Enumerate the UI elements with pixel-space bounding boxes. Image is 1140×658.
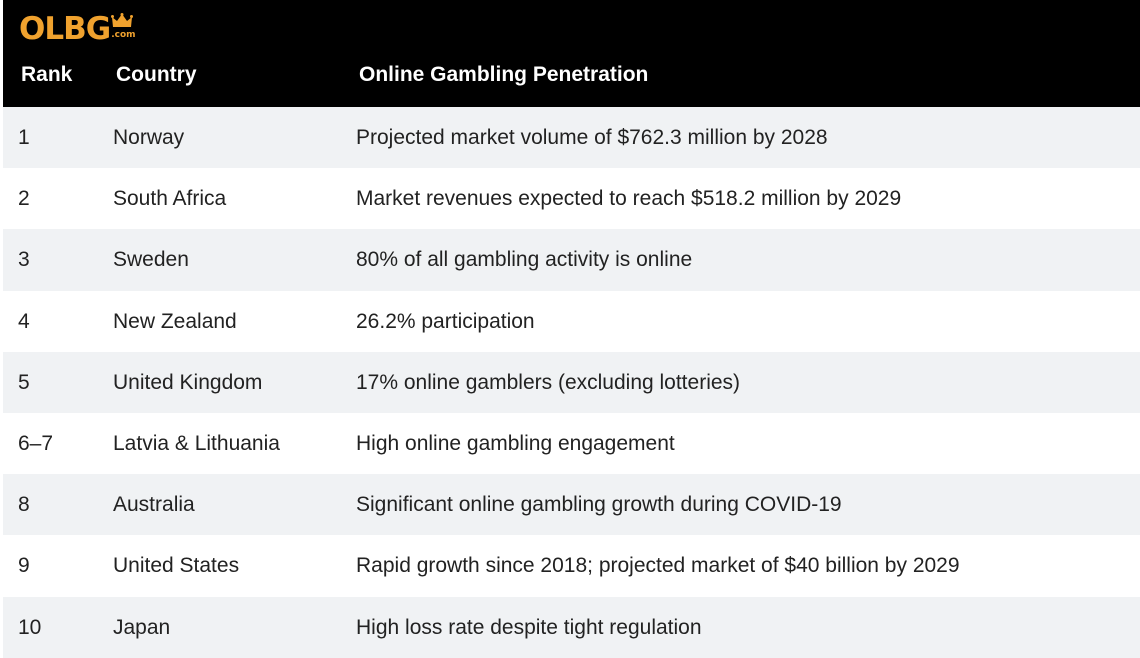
rank-cell: 1 <box>18 126 30 149</box>
table-row: 4 New Zealand 26.2% participation <box>3 290 1140 352</box>
country-cell: New Zealand <box>113 309 237 333</box>
rank-cell: 5 <box>18 370 30 394</box>
table-header: OLBG .com Rank Country Online Gambling P… <box>3 0 1140 107</box>
table-row: 5 United Kingdom 17% online gamblers (ex… <box>3 351 1140 413</box>
table-row: 3 Sweden 80% of all gambling activity is… <box>3 229 1140 291</box>
table-row: 6–7 Latvia & Lithuania High online gambl… <box>3 412 1140 475</box>
table-row: 8 Australia Significant online gambling … <box>3 474 1140 536</box>
penetration-cell: 17% online gamblers (excluding lotteries… <box>356 370 741 394</box>
table-row: 2 South Africa Market revenues expected … <box>3 168 1140 230</box>
country-cell: Australia <box>113 493 195 517</box>
table-row: 1 Norway Projected market volume of $762… <box>3 107 1140 169</box>
penetration-cell: High online gambling engagement <box>356 431 675 455</box>
rank-cell: 10 <box>18 615 42 639</box>
table-row: 9 United States Rapid growth since 2018;… <box>3 535 1140 597</box>
column-header-rank: Rank <box>21 63 73 86</box>
rank-cell: 3 <box>18 248 30 272</box>
country-cell: Norway <box>113 126 185 149</box>
column-header-penetration: Online Gambling Penetration <box>359 63 649 86</box>
penetration-cell: High loss rate despite tight regulation <box>356 615 702 639</box>
logo-mark: .com <box>111 11 136 47</box>
rank-cell: 4 <box>18 309 30 333</box>
rank-cell: 2 <box>18 187 30 211</box>
country-cell: Latvia & Lithuania <box>113 431 280 455</box>
penetration-cell: Market revenues expected to reach $518.2… <box>356 187 902 211</box>
country-cell: Sweden <box>113 248 189 272</box>
crown-icon <box>111 13 134 27</box>
logo-text: OLBG <box>19 11 111 47</box>
country-cell: Japan <box>113 615 171 639</box>
olbg-logo[interactable]: OLBG .com <box>19 11 136 47</box>
rank-cell: 8 <box>18 493 30 517</box>
table-row: 10 Japan High loss rate despite tight re… <box>3 596 1140 658</box>
country-cell: United Kingdom <box>113 370 263 394</box>
rank-cell: 6–7 <box>18 431 54 455</box>
rank-cell: 9 <box>18 554 30 578</box>
country-cell: United States <box>113 554 240 578</box>
penetration-cell: Projected market volume of $762.3 millio… <box>356 126 828 149</box>
penetration-cell: Significant online gambling growth durin… <box>356 493 842 517</box>
country-cell: South Africa <box>113 187 227 211</box>
table-body: 1 Norway Projected market volume of $762… <box>3 107 1140 658</box>
penetration-cell: 26.2% participation <box>356 309 535 333</box>
column-header-country: Country <box>116 63 197 86</box>
penetration-cell: Rapid growth since 2018; projected marke… <box>356 554 960 578</box>
penetration-cell: 80% of all gambling activity is online <box>356 248 693 272</box>
logo-domain-suffix: .com <box>111 30 136 40</box>
